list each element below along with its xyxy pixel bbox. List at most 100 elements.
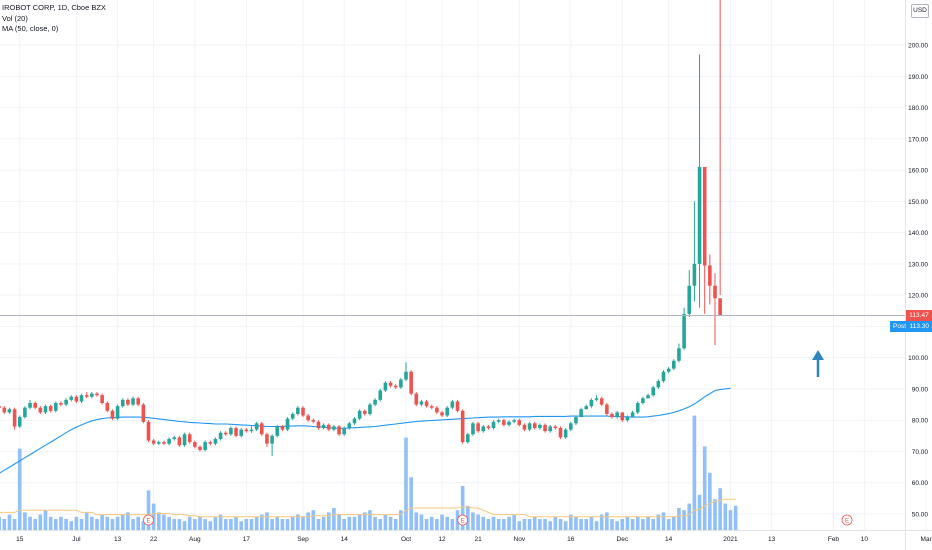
volume-bar (579, 519, 583, 530)
volume-bar (558, 519, 563, 530)
volume-bar (162, 514, 166, 530)
candle-body (687, 285, 692, 314)
volume-bar (239, 521, 243, 530)
volume-bar (589, 516, 594, 530)
candle-body (326, 424, 331, 430)
volume-bar (357, 514, 362, 530)
candle-body (2, 407, 7, 413)
volume-bar (424, 519, 429, 530)
candle-body (301, 407, 305, 416)
candle-body (656, 381, 661, 388)
candle-body (105, 403, 110, 411)
candle-body (270, 435, 274, 444)
y-tick-label: 80.00 (912, 418, 929, 425)
candle-body (424, 401, 429, 407)
candle-body (460, 410, 465, 443)
candle-body (311, 420, 316, 422)
volume-bar (177, 519, 182, 530)
volume-bar (79, 519, 84, 530)
volume-bar (625, 516, 630, 530)
x-tick-label: 15 (16, 536, 24, 543)
volume-bar (476, 514, 480, 530)
candle-body (162, 442, 166, 444)
volume-bar (54, 519, 58, 530)
volume-bar (332, 508, 336, 530)
volume-bar (275, 516, 280, 530)
volume-bar (141, 521, 146, 530)
candle-body (131, 398, 135, 405)
x-tick-label: 17 (243, 536, 251, 543)
volume-bar (718, 488, 722, 530)
volume-bar (620, 519, 625, 530)
y-tick-label: 170.00 (908, 136, 928, 143)
volume-bar (193, 519, 197, 530)
volume-bar (306, 512, 310, 530)
x-tick-label: 21 (474, 536, 482, 543)
candle-body (641, 398, 645, 404)
candle-body (33, 403, 37, 408)
volume-bar (481, 516, 486, 530)
volume-bar (733, 505, 738, 530)
post-price: 113.30 (909, 323, 929, 330)
volume-bar (702, 446, 707, 530)
candle-body (316, 421, 321, 429)
y-tick-label: 190.00 (908, 74, 928, 81)
volume-bar (285, 519, 290, 530)
volume-bar (373, 516, 377, 530)
post-market-tag: Post 113.30 (890, 321, 932, 332)
candle-body (198, 446, 202, 450)
candle-body (594, 398, 599, 400)
volume-bar (167, 516, 171, 530)
candle-body (527, 423, 532, 430)
volume-bar (409, 477, 413, 530)
symbol-title[interactable]: IROBOT CORP, 1D, Cboe BZX (2, 3, 106, 12)
candle-body (393, 385, 398, 388)
candle-body (471, 423, 475, 435)
candlesticks (0, 0, 722, 457)
earnings-letter: E (845, 519, 849, 525)
volume-bar (496, 519, 501, 530)
currency-badge[interactable]: USD (911, 4, 929, 18)
volume-bar (84, 512, 89, 530)
volume-indicator-label[interactable]: Vol (20) (2, 13, 28, 23)
candle-body (512, 420, 516, 422)
volume-bar (352, 516, 357, 530)
y-tick-label: 60.00 (912, 480, 929, 487)
candle-body (383, 382, 388, 391)
volume-bar (502, 519, 506, 530)
volume-bar (74, 516, 79, 530)
y-tick-label: 150.00 (908, 199, 928, 206)
earnings-icon (143, 514, 154, 526)
x-tick-label: Aug (189, 536, 201, 543)
volume-bar (651, 519, 655, 530)
candle-body (491, 421, 496, 429)
earnings-icon (457, 514, 469, 526)
volume-bar (666, 519, 671, 530)
volume-bar (280, 519, 285, 530)
candle-body (399, 379, 403, 388)
volume-bar (48, 516, 53, 530)
volume-bar (316, 519, 321, 530)
volume-bar (23, 512, 27, 530)
volume-bar (584, 519, 589, 530)
candle-body (337, 426, 341, 435)
candle-body (625, 417, 630, 421)
candle-body (249, 429, 254, 432)
ma-indicator-label[interactable]: MA (50, close, 0) (2, 24, 59, 33)
candle-body (507, 421, 511, 425)
candle-body (476, 423, 480, 432)
volume-bar (146, 490, 151, 530)
candle-body (28, 403, 32, 408)
candle-body (635, 403, 640, 413)
candle-body (661, 371, 666, 382)
volume-bar (100, 514, 104, 530)
candle-body (538, 424, 542, 429)
volume-bar (38, 514, 43, 530)
volume-bar (563, 521, 568, 530)
candle-body (69, 396, 74, 400)
volume-bar (512, 514, 516, 530)
candle-body (419, 401, 424, 405)
volume-ma-line (0, 498, 736, 518)
candle-body (203, 442, 207, 450)
